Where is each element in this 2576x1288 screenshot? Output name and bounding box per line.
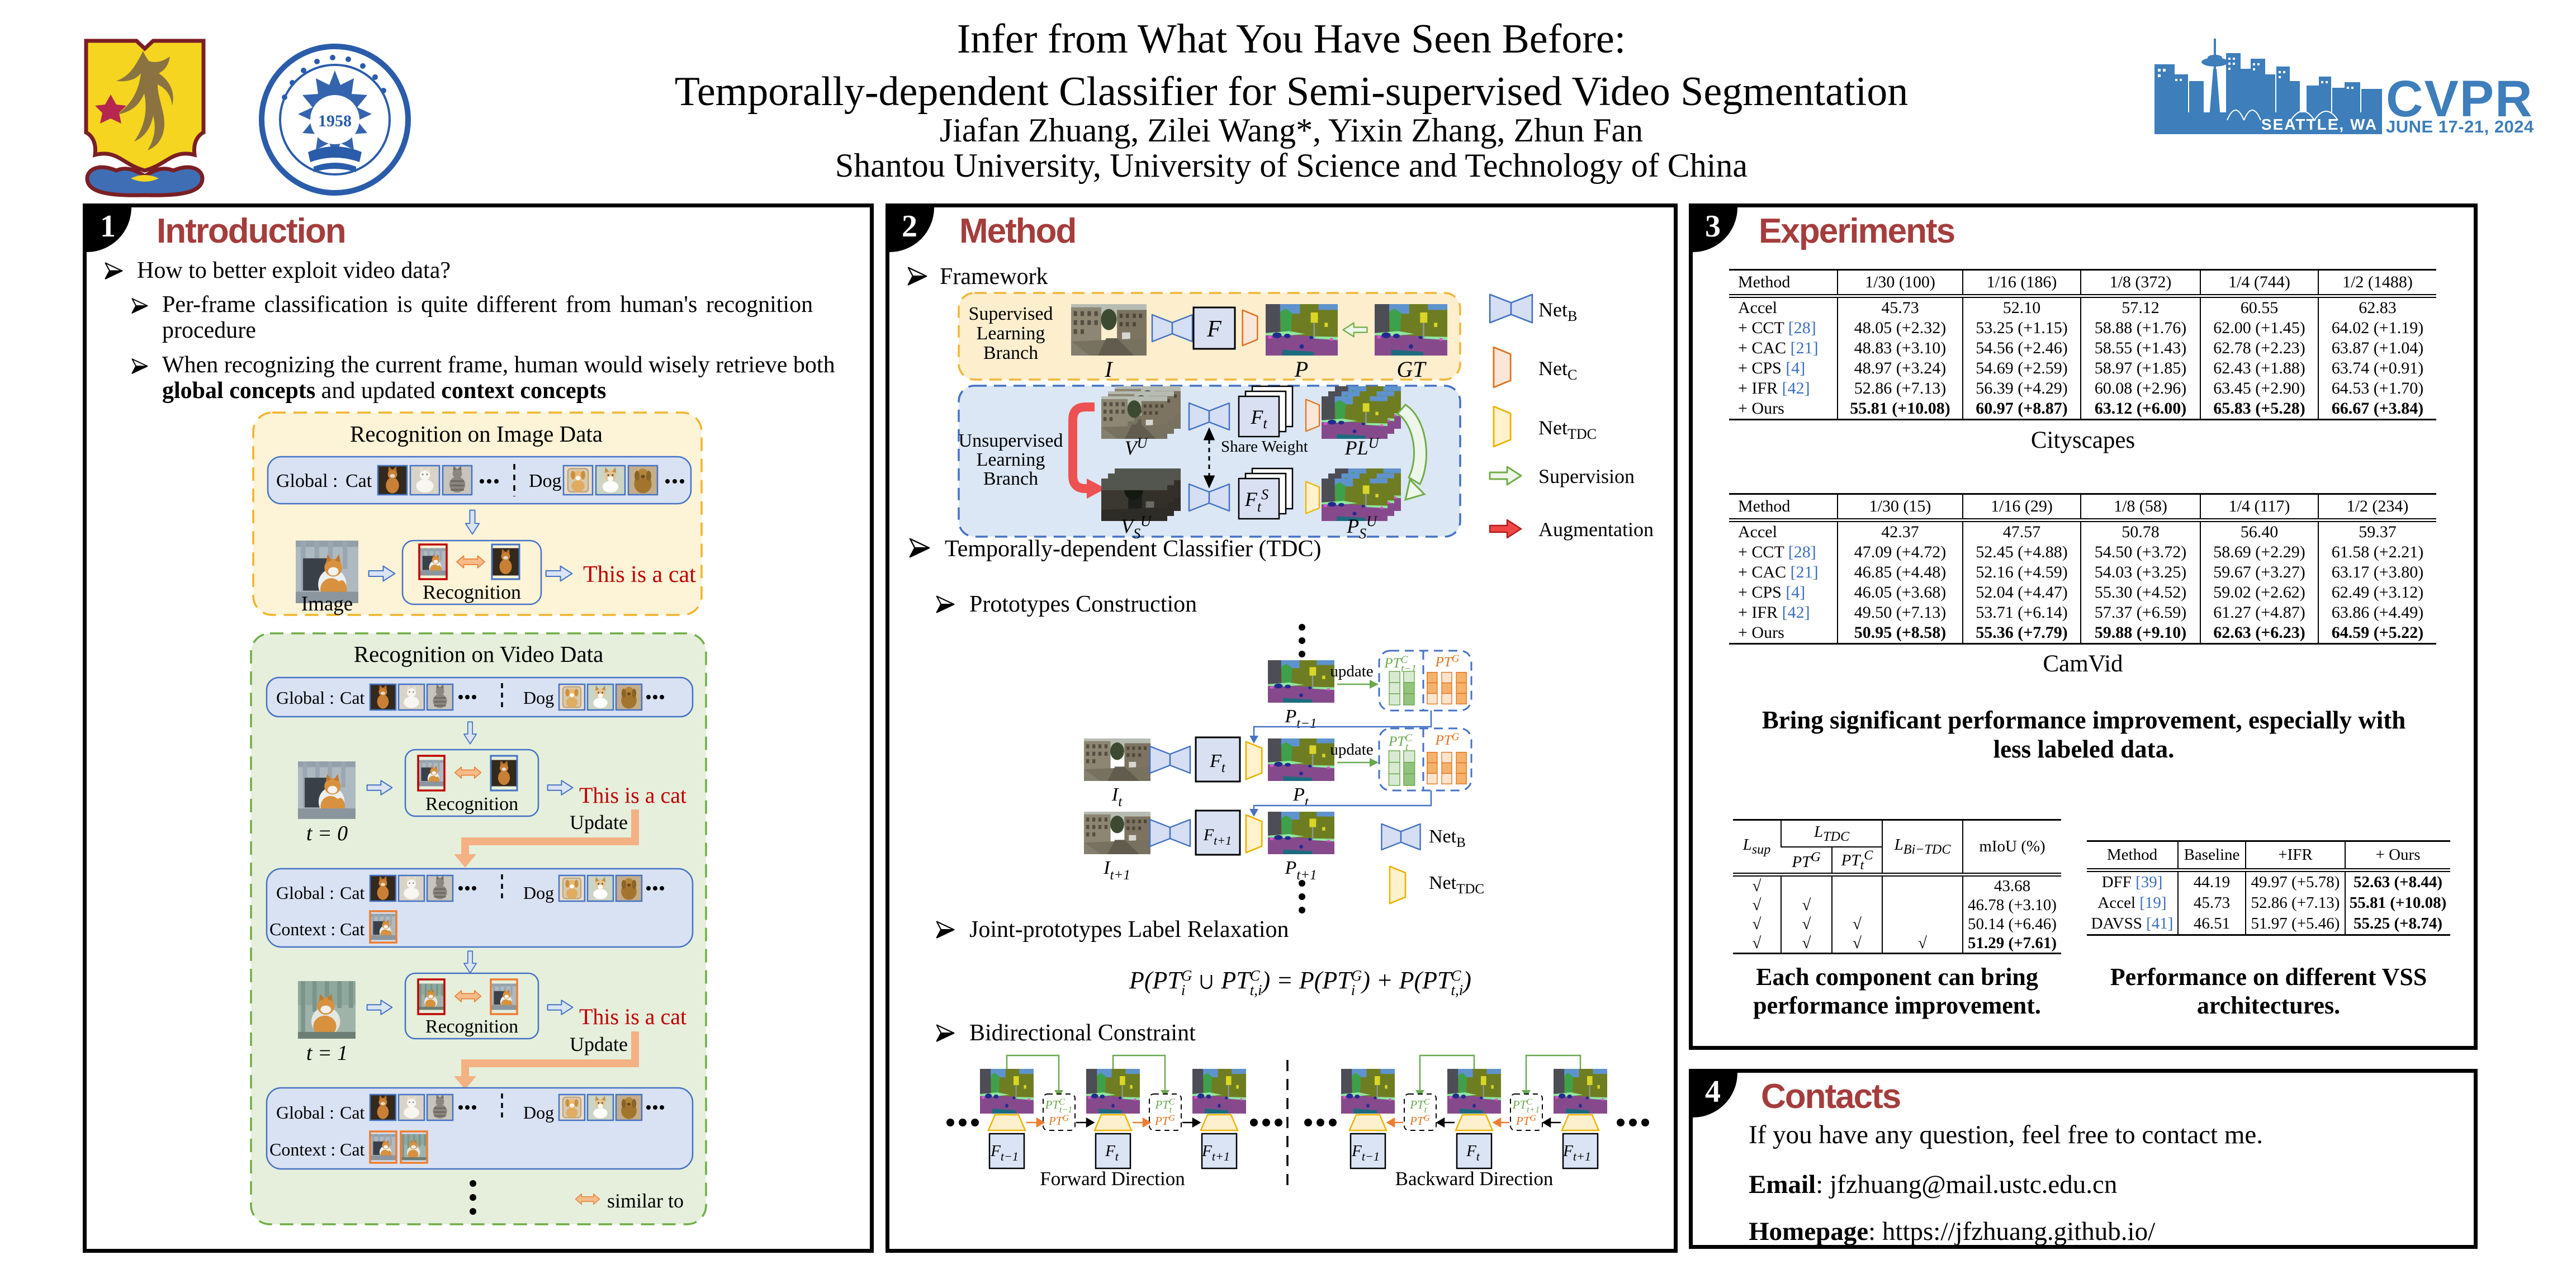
svg-text:Branch: Branch: [983, 343, 1038, 363]
svg-text:3: 3: [1705, 209, 1721, 244]
svg-text:Update: Update: [570, 1033, 628, 1055]
svg-text:Update: Update: [570, 811, 628, 834]
svg-text:Augmentation: Augmentation: [1538, 518, 1654, 541]
svg-text:Recognition: Recognition: [425, 1016, 518, 1037]
svg-text:Cat: Cat: [340, 1139, 365, 1159]
svg-text:P: P: [1294, 357, 1308, 382]
svg-text:Pt+1: Pt+1: [1284, 858, 1317, 883]
svg-text:Supervision: Supervision: [1538, 465, 1635, 487]
svg-text:It+1: It+1: [1103, 858, 1130, 883]
svg-text:I: I: [1104, 357, 1113, 382]
svg-text:This is a cat: This is a cat: [583, 562, 696, 588]
svg-text:update: update: [1330, 741, 1373, 759]
svg-text:This is a cat: This is a cat: [579, 1004, 686, 1029]
svg-text:Forward Direction: Forward Direction: [1040, 1168, 1185, 1190]
svg-text:Ft: Ft: [1466, 1142, 1480, 1163]
svg-text:NetB: NetB: [1429, 826, 1466, 850]
svg-text:This is a cat: This is a cat: [579, 783, 686, 808]
svg-text:F: F: [1206, 316, 1221, 342]
svg-text:NetTDC: NetTDC: [1429, 873, 1484, 897]
svg-text:Dog: Dog: [529, 471, 562, 491]
svg-text:update: update: [1330, 662, 1373, 680]
svg-text:Context :: Context :: [269, 1139, 335, 1159]
svg-text:PTG: PTG: [1154, 1114, 1176, 1128]
svg-text:NetC: NetC: [1538, 357, 1577, 383]
svg-text:Dog: Dog: [523, 883, 554, 903]
svg-text:Global :: Global :: [276, 471, 338, 491]
svg-text:Learning: Learning: [977, 449, 1045, 470]
svg-text:Cat: Cat: [340, 688, 365, 708]
svg-text:4: 4: [1705, 1074, 1721, 1109]
svg-text:Share Weight: Share Weight: [1221, 438, 1308, 456]
svg-text:It: It: [1111, 784, 1123, 809]
svg-text:Dog: Dog: [523, 1102, 554, 1123]
svg-text:Context :: Context :: [269, 919, 335, 939]
svg-text:SEATTLE, WA: SEATTLE, WA: [2261, 116, 2378, 133]
svg-text:Backward Direction: Backward Direction: [1395, 1168, 1554, 1190]
svg-text:Dog: Dog: [523, 688, 554, 708]
svg-text:2: 2: [902, 209, 917, 244]
svg-text:Global :: Global :: [276, 1102, 334, 1123]
svg-text:Cat: Cat: [340, 1102, 365, 1123]
svg-text:Image: Image: [301, 593, 353, 615]
svg-text:PTG: PTG: [1048, 1114, 1069, 1128]
svg-text:NetB: NetB: [1538, 299, 1577, 324]
svg-text:NetTDC: NetTDC: [1538, 416, 1597, 442]
svg-text:Cat: Cat: [340, 919, 365, 939]
svg-text:t = 1: t = 1: [306, 1041, 348, 1065]
svg-text:GT: GT: [1396, 357, 1427, 382]
svg-text:Recognition: Recognition: [425, 794, 518, 815]
svg-text:Cat: Cat: [345, 471, 372, 491]
svg-text:Branch: Branch: [983, 468, 1038, 489]
svg-text:Global :: Global :: [276, 688, 334, 708]
svg-text:Recognition on Video Data: Recognition on Video Data: [354, 641, 604, 667]
svg-text:Unsupervised: Unsupervised: [959, 430, 1063, 451]
svg-text:Cat: Cat: [340, 883, 365, 903]
svg-text:Learning: Learning: [977, 323, 1045, 344]
svg-text:JUNE 17-21, 2024: JUNE 17-21, 2024: [2386, 117, 2534, 136]
svg-text:1: 1: [100, 209, 116, 244]
svg-text:CVPR: CVPR: [2386, 70, 2534, 127]
svg-text:Recognition on Image Data: Recognition on Image Data: [350, 421, 603, 447]
svg-text:t = 0: t = 0: [306, 822, 348, 845]
svg-text:Supervised: Supervised: [968, 304, 1053, 324]
svg-text:similar to: similar to: [607, 1190, 684, 1212]
svg-text:Global :: Global :: [276, 883, 334, 903]
svg-text:Recognition: Recognition: [423, 581, 521, 603]
svg-text:1958: 1958: [318, 112, 352, 130]
